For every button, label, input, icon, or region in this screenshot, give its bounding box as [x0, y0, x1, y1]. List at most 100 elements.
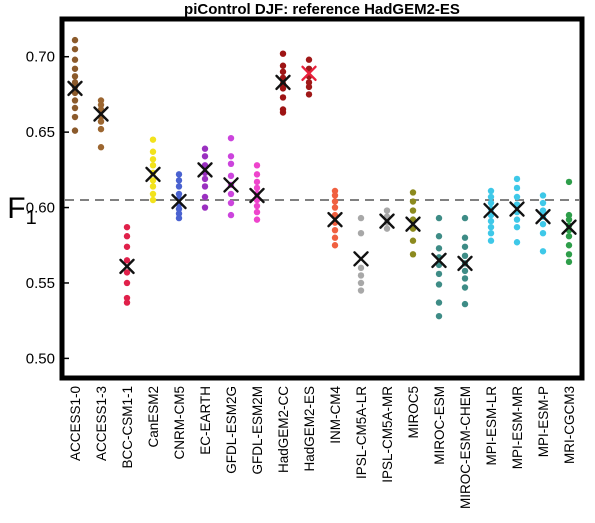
data-point — [565, 216, 573, 223]
data-point — [331, 187, 339, 195]
data-point — [331, 234, 339, 241]
x-tick-label: HadGEM2-ES — [302, 386, 317, 472]
data-point — [123, 299, 131, 306]
mean-marker — [509, 201, 525, 217]
x-tick-label: BCC-CSM1-1 — [120, 386, 135, 469]
mean-marker — [561, 219, 577, 235]
data-point — [71, 56, 79, 63]
data-point — [227, 153, 235, 160]
data-point — [513, 223, 521, 231]
data-point — [461, 214, 469, 222]
data-point — [201, 183, 209, 190]
data-point — [565, 258, 573, 266]
data-point — [461, 275, 469, 282]
y-tick-label: 0.60 — [26, 200, 55, 217]
data-point — [435, 270, 443, 278]
data-point — [487, 193, 495, 201]
data-point — [487, 187, 495, 195]
mean-marker — [379, 213, 395, 229]
data-point — [513, 184, 521, 192]
data-point — [539, 220, 547, 228]
data-point — [71, 45, 79, 53]
data-point — [305, 56, 313, 63]
mean-markers — [67, 65, 577, 275]
data-point — [279, 68, 287, 75]
mean-marker — [171, 193, 187, 210]
data-point — [123, 257, 131, 264]
data-point — [435, 233, 443, 240]
x-tick-label: MRI-CGCM3 — [562, 386, 577, 464]
mean-marker — [483, 202, 499, 219]
data-point — [435, 245, 443, 252]
y-axis-label-main: F — [7, 192, 25, 225]
data-point — [201, 204, 209, 211]
data-point — [97, 97, 105, 104]
data-point — [149, 162, 157, 169]
data-point — [175, 177, 183, 184]
data-point — [331, 242, 339, 249]
data-point — [201, 175, 209, 183]
data-point — [461, 267, 469, 275]
data-point — [97, 125, 105, 133]
data-point — [97, 101, 105, 109]
data-point — [383, 225, 391, 232]
x-tick-label: MPI-ESM-P — [536, 386, 551, 457]
mean-marker — [119, 258, 135, 275]
data-point — [435, 299, 443, 306]
data-point — [149, 148, 157, 155]
mean-marker — [535, 208, 551, 225]
data-point — [565, 233, 573, 240]
data-point — [123, 223, 131, 231]
mean-marker — [301, 65, 317, 82]
x-tick-label: INM-CM4 — [328, 386, 343, 444]
mean-marker — [93, 106, 109, 122]
mean-marker — [249, 187, 265, 204]
data-point — [305, 83, 313, 91]
data-point — [565, 242, 573, 249]
data-point — [461, 284, 469, 291]
data-point — [149, 190, 157, 198]
data-point — [539, 199, 547, 207]
y-tick-label: 0.70 — [26, 49, 55, 66]
y-tick-label: 0.65 — [26, 124, 55, 141]
data-point — [539, 229, 547, 237]
data-point — [149, 183, 157, 190]
data-point — [227, 211, 235, 219]
data-point — [487, 237, 495, 244]
data-point — [279, 50, 287, 57]
mean-marker — [67, 80, 83, 97]
data-point — [279, 62, 287, 69]
mean-marker — [145, 166, 161, 183]
y-tick-label: 0.55 — [26, 275, 55, 292]
x-tick-label: IPSL-CM5A-MR — [380, 386, 395, 483]
data-point — [149, 177, 157, 184]
data-point — [357, 287, 365, 294]
data-point — [123, 294, 131, 302]
data-point — [331, 192, 339, 199]
data-point — [565, 251, 573, 258]
data-point — [253, 216, 261, 223]
data-point — [175, 210, 183, 217]
plot-frame — [59, 16, 585, 381]
data-point — [123, 269, 131, 276]
data-point — [539, 248, 547, 255]
x-tick-label: CNRM-CM5 — [172, 386, 187, 460]
data-point — [539, 192, 547, 199]
data-point — [71, 36, 79, 44]
data-point — [513, 175, 521, 183]
data-point — [565, 178, 573, 186]
data-point — [227, 190, 235, 198]
data-point — [461, 234, 469, 241]
x-tick-label: GFDL-ESM2G — [224, 386, 239, 474]
data-point — [357, 229, 365, 237]
data-point — [175, 171, 183, 178]
data-point — [149, 136, 157, 143]
y-axis-ticks: 0.50 0.55 0.60 0.65 0.70 — [26, 49, 69, 367]
y-tick-label: 0.50 — [26, 350, 55, 367]
mean-marker — [197, 162, 213, 178]
data-point — [435, 281, 443, 288]
data-point — [175, 205, 183, 213]
mean-marker — [353, 251, 369, 267]
data-point — [487, 229, 495, 237]
x-tick-label: ACCESS1-0 — [68, 386, 83, 461]
